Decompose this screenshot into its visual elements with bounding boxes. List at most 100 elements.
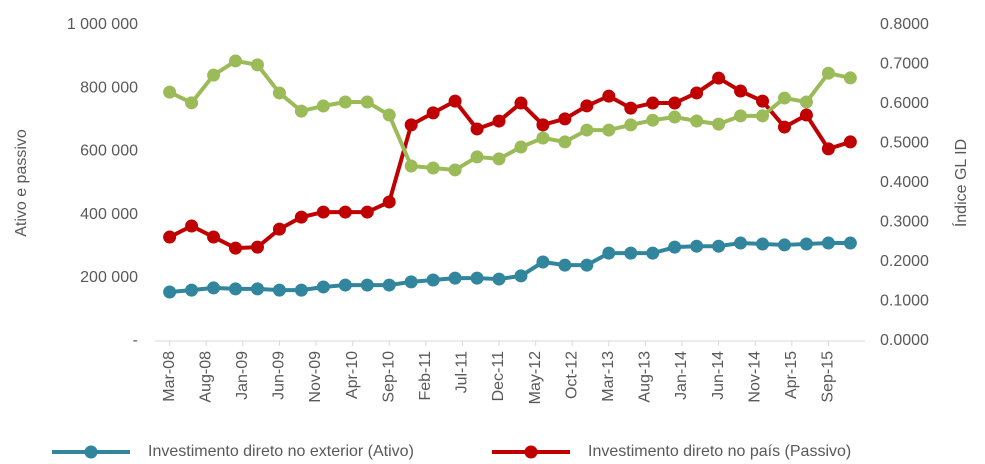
data-point xyxy=(756,109,770,123)
y-tick-label: 400 000 xyxy=(80,206,138,223)
data-point xyxy=(646,96,660,110)
data-point xyxy=(777,238,791,252)
y2-tick-label: 0.5000 xyxy=(880,135,929,152)
series-line xyxy=(168,58,851,172)
data-point xyxy=(690,114,704,128)
data-point xyxy=(338,278,352,292)
data-point xyxy=(558,258,572,272)
data-point xyxy=(558,112,572,126)
data-point xyxy=(624,118,638,132)
data-point xyxy=(777,120,791,134)
data-point xyxy=(690,86,704,100)
data-point xyxy=(777,91,791,105)
data-point xyxy=(294,283,308,297)
legend-label: Investimento direto no país (Passivo) xyxy=(588,443,851,460)
x-tick-label: May-12 xyxy=(527,351,544,404)
data-point xyxy=(448,271,462,285)
y2-tick-label: 0.4000 xyxy=(880,174,929,191)
y-tick-label: 600 000 xyxy=(80,143,138,160)
data-point xyxy=(294,104,308,118)
data-point xyxy=(602,246,616,260)
data-point xyxy=(404,275,418,289)
data-point xyxy=(185,283,199,297)
x-tick-label: Mar-08 xyxy=(161,351,178,402)
y2-tick-label: 0.3000 xyxy=(880,214,929,231)
x-tick-label: Apr-10 xyxy=(344,351,361,399)
data-point xyxy=(185,96,199,110)
data-point xyxy=(448,163,462,177)
data-point xyxy=(843,135,857,149)
data-point xyxy=(492,152,506,166)
x-tick-label: Aug-13 xyxy=(637,351,654,403)
data-point xyxy=(646,246,660,260)
y-tick-label: 200 000 xyxy=(80,269,138,286)
data-point xyxy=(734,236,748,250)
data-point xyxy=(624,101,638,115)
x-tick-label: Sep-10 xyxy=(380,351,397,403)
data-point xyxy=(272,283,286,297)
data-point xyxy=(602,89,616,103)
data-point xyxy=(580,258,594,272)
data-point xyxy=(382,108,396,122)
x-tick-label: Feb-11 xyxy=(417,351,434,401)
data-point xyxy=(426,273,440,287)
data-point xyxy=(668,240,682,254)
data-point xyxy=(536,255,550,269)
legend-label: Investimento direto no exterior (Ativo) xyxy=(148,443,414,460)
data-point xyxy=(404,118,418,132)
x-tick-label: Jan-09 xyxy=(234,351,251,400)
data-point xyxy=(492,114,506,128)
series-line xyxy=(169,241,851,295)
x-tick-label: Mar-13 xyxy=(600,351,617,402)
data-point xyxy=(580,123,594,137)
data-point xyxy=(624,246,638,260)
data-point xyxy=(360,205,374,219)
y2-tick-label: 0.6000 xyxy=(880,95,929,112)
data-point xyxy=(799,108,813,122)
data-point xyxy=(712,117,726,131)
data-point xyxy=(756,94,770,108)
data-point xyxy=(163,85,177,99)
data-point xyxy=(799,237,813,251)
y2-tick-label: 0.7000 xyxy=(880,56,929,73)
x-tick-label: Aug-08 xyxy=(197,351,214,403)
data-point xyxy=(163,230,177,244)
data-point xyxy=(185,219,199,233)
data-point xyxy=(382,195,396,209)
data-point xyxy=(668,96,682,110)
data-point xyxy=(843,71,857,85)
data-point xyxy=(668,110,682,124)
data-point xyxy=(821,142,835,156)
y2-tick-label: 0.0000 xyxy=(880,332,929,349)
data-point xyxy=(470,122,484,136)
data-point xyxy=(250,58,264,72)
y2-tick-label: 0.2000 xyxy=(880,253,929,270)
data-point xyxy=(229,241,243,255)
x-tick-label: Jul-11 xyxy=(454,351,471,393)
data-point xyxy=(163,285,177,299)
data-point xyxy=(316,99,330,113)
data-point xyxy=(426,161,440,175)
data-point xyxy=(250,240,264,254)
data-point xyxy=(821,236,835,250)
y-tick-label: 800 000 xyxy=(80,79,138,96)
series-line xyxy=(168,76,851,251)
data-point xyxy=(404,159,418,173)
data-point xyxy=(536,118,550,132)
data-point xyxy=(712,71,726,85)
data-point xyxy=(536,131,550,145)
data-point xyxy=(207,281,221,295)
data-point xyxy=(360,278,374,292)
y2-axis-title: Índice GL ID xyxy=(951,139,970,227)
data-point xyxy=(229,282,243,296)
data-point xyxy=(207,68,221,82)
data-point xyxy=(338,95,352,109)
data-point xyxy=(294,210,308,224)
data-point xyxy=(272,222,286,236)
data-point xyxy=(734,109,748,123)
data-point xyxy=(514,269,528,283)
x-tick-label: Apr-15 xyxy=(783,351,800,399)
y2-tick-label: 0.1000 xyxy=(880,293,929,310)
data-point xyxy=(712,239,726,253)
